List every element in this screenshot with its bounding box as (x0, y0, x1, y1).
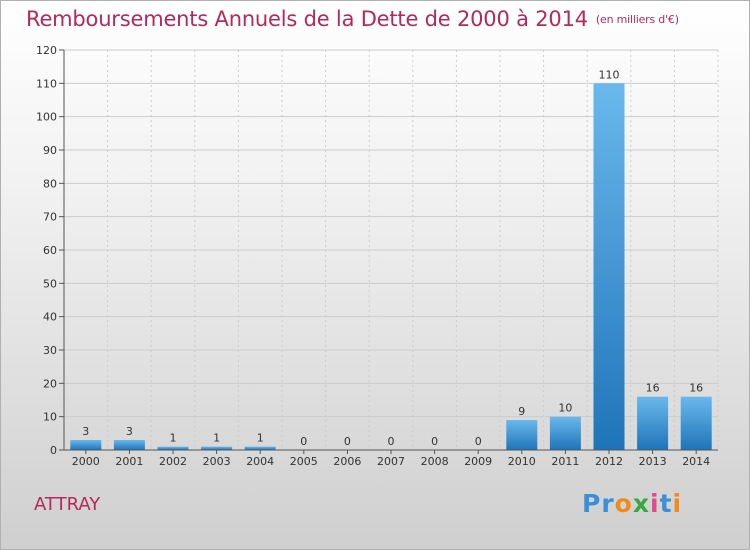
bar (680, 396, 712, 450)
data-label: 0 (388, 435, 395, 448)
logo-letter: P (582, 489, 602, 518)
commune-name: ATTRAY (34, 494, 101, 515)
data-label: 16 (689, 382, 703, 395)
bar (244, 446, 276, 450)
data-label: 1 (257, 432, 264, 445)
data-label: 16 (646, 382, 660, 395)
bar (201, 446, 233, 450)
logo-letter: i (672, 489, 683, 518)
data-label: 3 (126, 425, 133, 438)
y-tick-label: 100 (36, 111, 57, 124)
bar (549, 416, 581, 450)
x-tick-label: 2004 (246, 455, 274, 468)
data-label: 9 (518, 405, 525, 418)
data-label: 10 (558, 402, 572, 415)
y-tick-label: 110 (36, 77, 57, 90)
chart-title-text: Remboursements Annuels de la Dette de 20… (26, 7, 588, 31)
chart-title: Remboursements Annuels de la Dette de 20… (26, 7, 679, 31)
y-tick-label: 10 (43, 411, 57, 424)
y-tick-label: 30 (43, 344, 57, 357)
y-tick-label: 80 (43, 177, 57, 190)
x-tick-label: 2008 (421, 455, 449, 468)
chart-unit: (en milliers d'€) (595, 13, 679, 26)
x-tick-label: 2002 (159, 455, 187, 468)
x-tick-label: 2011 (551, 455, 579, 468)
x-tick-label: 2001 (115, 455, 143, 468)
logo-letter: o (614, 489, 633, 518)
bar (506, 420, 538, 450)
bar (593, 83, 625, 450)
logo-letter: r (601, 489, 615, 518)
bar (70, 440, 102, 450)
x-tick-label: 2006 (333, 455, 361, 468)
bar (157, 446, 189, 450)
data-label: 3 (82, 425, 89, 438)
y-tick-label: 0 (50, 444, 57, 457)
x-tick-label: 2003 (203, 455, 231, 468)
bar (637, 396, 669, 450)
logo-letter: x (632, 489, 650, 518)
logo-letter: t (659, 489, 673, 518)
data-label: 110 (599, 68, 620, 81)
y-tick-label: 40 (43, 311, 57, 324)
x-tick-label: 2009 (464, 455, 492, 468)
y-tick-label: 120 (36, 44, 57, 57)
proxiti-logo: Proxiti (582, 489, 682, 518)
x-tick-label: 2005 (290, 455, 318, 468)
data-label: 1 (213, 432, 220, 445)
x-tick-label: 2007 (377, 455, 405, 468)
bar (113, 440, 145, 450)
data-label: 0 (431, 435, 438, 448)
logo-letter: i (650, 489, 660, 518)
data-label: 0 (300, 435, 307, 448)
x-tick-label: 2000 (72, 455, 100, 468)
x-tick-label: 2013 (639, 455, 667, 468)
y-tick-label: 70 (43, 211, 57, 224)
y-tick-label: 50 (43, 277, 57, 290)
y-tick-label: 60 (43, 244, 57, 257)
y-tick-label: 20 (43, 377, 57, 390)
data-label: 0 (344, 435, 351, 448)
x-tick-label: 2010 (508, 455, 536, 468)
x-tick-label: 2014 (682, 455, 710, 468)
data-label: 1 (170, 432, 177, 445)
x-tick-label: 2012 (595, 455, 623, 468)
y-tick-label: 90 (43, 144, 57, 157)
data-label: 0 (475, 435, 482, 448)
